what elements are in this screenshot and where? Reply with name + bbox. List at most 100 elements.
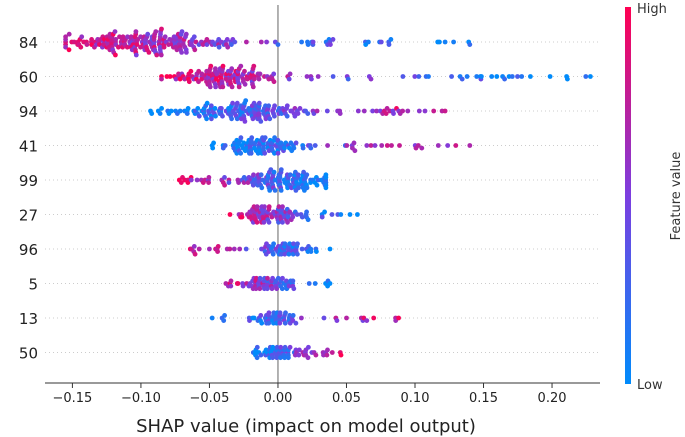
shap-point [185,106,191,111]
shap-point [345,76,351,82]
shap-point [338,212,344,217]
shap-point [370,108,375,114]
shap-point [66,31,72,37]
shap-point [374,108,379,114]
shap-point [379,143,385,148]
shap-point [179,29,185,34]
shap-point [305,42,311,47]
shap-point [287,71,293,77]
shap-point [177,108,183,114]
shap-point [204,37,210,42]
shap-point [204,116,210,122]
shap-point [280,219,285,225]
shap-point [270,275,275,281]
shap-point [290,278,296,284]
shap-point [168,108,174,114]
shap-point [254,344,260,350]
colorbar-gradient [625,7,631,384]
shap-point [266,219,272,225]
shap-point [113,37,119,42]
shap-point [254,204,260,210]
shap-point [202,177,208,183]
shap-point [368,76,374,82]
shap-point [325,347,330,353]
shap-point [216,44,222,50]
colorbar-high-label: High [637,2,667,17]
shap-point [125,34,130,40]
shap-point [305,217,311,223]
shap-point [222,143,228,148]
colorbar: High Low Feature value [625,2,684,393]
shap-point [280,204,285,210]
shap-point [315,74,321,79]
shap-point [312,143,318,148]
shap-point [459,76,465,82]
shap-point [220,113,225,119]
shap-point [299,315,304,321]
shap-point [272,135,277,141]
shap-point [366,39,371,45]
x-tick-label: −0.10 [121,391,161,406]
shap-point [196,246,202,252]
shap-point [270,251,276,257]
shap-point [309,76,314,82]
shap-point [287,344,293,350]
shap-point [251,315,257,321]
shap-point [227,212,233,217]
shap-point [272,103,277,109]
shap-point [296,352,302,358]
shap-point [306,281,312,286]
shap-point [479,74,484,79]
shap-point [412,74,418,79]
shap-point [275,150,281,156]
shap-point [209,116,214,122]
feature-label: 50 [19,345,38,363]
shap-point [84,42,90,47]
shap-point [315,177,321,183]
shap-point [278,188,284,193]
shap-point [211,140,217,146]
shap-point [266,310,272,316]
shap-point [372,143,378,148]
shap-point [271,71,277,77]
shap-point [327,246,333,252]
shap-point [244,39,249,45]
shap-point [222,182,228,188]
shap-point [451,39,456,45]
shap-point [282,355,287,361]
shap-point [313,352,319,358]
shap-point [308,249,314,255]
shap-point [220,84,226,90]
shap-point [272,113,277,119]
shap-point [206,180,212,186]
shap-point [257,275,263,281]
shap-point [502,76,507,82]
shap-point [146,50,152,55]
shap-point [299,246,305,252]
shap-point [179,50,185,55]
shap-point [419,145,425,151]
shap-point [234,116,240,122]
shap-point [314,182,320,188]
shap-point [188,177,194,183]
shap-point [264,286,270,292]
shap-point [337,111,343,116]
shap-point [324,352,330,358]
x-axis-label: SHAP value (impact on model output) [136,416,476,437]
shap-point [351,140,357,146]
shap-point [242,81,248,87]
shap-point [290,313,296,318]
shap-point [422,108,428,114]
shap-point [184,111,190,116]
shap-point [364,318,370,323]
shap-point [509,74,515,79]
x-tick-label: 0.10 [401,391,430,406]
shap-point [327,281,333,286]
shap-point [325,143,330,148]
shap-point [229,84,235,90]
shap-point [355,108,361,114]
shap-point [240,283,246,289]
shap-point [299,214,305,220]
shap-point [361,108,367,114]
shap-point [188,68,194,74]
